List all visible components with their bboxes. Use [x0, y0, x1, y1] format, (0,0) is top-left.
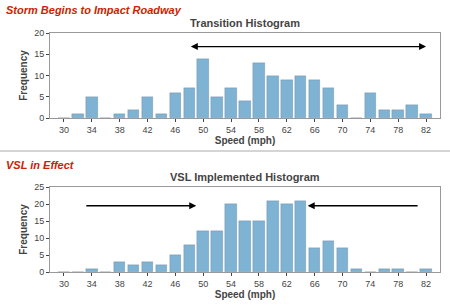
svg-text:Speed (mph): Speed (mph) — [215, 135, 276, 146]
svg-text:58: 58 — [254, 279, 264, 289]
svg-text:0: 0 — [39, 267, 44, 277]
svg-text:70: 70 — [337, 125, 347, 135]
svg-text:Speed (mph): Speed (mph) — [215, 289, 276, 300]
svg-text:10: 10 — [34, 71, 44, 81]
svg-text:70: 70 — [337, 279, 347, 289]
svg-text:38: 38 — [115, 279, 125, 289]
svg-text:50: 50 — [198, 125, 208, 135]
svg-text:20: 20 — [34, 199, 44, 209]
svg-text:30: 30 — [59, 279, 69, 289]
svg-text:66: 66 — [310, 125, 320, 135]
svg-text:82: 82 — [421, 125, 431, 135]
svg-text:10: 10 — [34, 233, 44, 243]
svg-text:78: 78 — [393, 279, 403, 289]
svg-text:34: 34 — [87, 125, 97, 135]
svg-text:VSL in Effect: VSL in Effect — [6, 159, 75, 171]
svg-text:54: 54 — [226, 279, 236, 289]
svg-text:5: 5 — [39, 92, 44, 102]
svg-text:62: 62 — [282, 125, 292, 135]
svg-text:42: 42 — [142, 279, 152, 289]
svg-text:Frequency: Frequency — [18, 50, 29, 101]
svg-text:46: 46 — [170, 125, 180, 135]
svg-text:46: 46 — [170, 279, 180, 289]
svg-text:38: 38 — [115, 125, 125, 135]
svg-text:58: 58 — [254, 125, 264, 135]
svg-text:54: 54 — [226, 125, 236, 135]
svg-text:25: 25 — [34, 182, 44, 192]
svg-text:5: 5 — [39, 250, 44, 260]
svg-text:82: 82 — [421, 279, 431, 289]
svg-text:15: 15 — [34, 216, 44, 226]
svg-text:VSL Implemented Histogram: VSL Implemented Histogram — [170, 171, 320, 183]
svg-text:42: 42 — [142, 125, 152, 135]
svg-text:20: 20 — [34, 28, 44, 38]
svg-text:Transition Histogram: Transition Histogram — [190, 17, 300, 29]
svg-text:50: 50 — [198, 279, 208, 289]
svg-text:78: 78 — [393, 125, 403, 135]
svg-text:15: 15 — [34, 49, 44, 59]
svg-text:62: 62 — [282, 279, 292, 289]
svg-text:66: 66 — [310, 279, 320, 289]
svg-text:0: 0 — [39, 113, 44, 123]
svg-text:Frequency: Frequency — [18, 204, 29, 255]
svg-text:74: 74 — [365, 279, 375, 289]
svg-text:Storm Begins to Impact Roadway: Storm Begins to Impact Roadway — [6, 4, 182, 16]
svg-text:30: 30 — [59, 125, 69, 135]
svg-text:74: 74 — [365, 125, 375, 135]
svg-text:34: 34 — [87, 279, 97, 289]
